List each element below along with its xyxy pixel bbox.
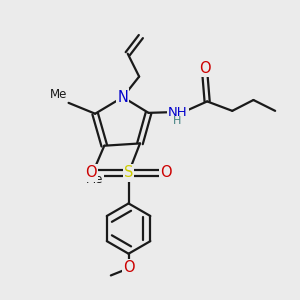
Text: H: H xyxy=(173,116,182,126)
Text: Me: Me xyxy=(85,172,103,186)
Text: S: S xyxy=(124,165,133,180)
Text: O: O xyxy=(160,165,172,180)
Text: O: O xyxy=(123,260,134,275)
Text: Me: Me xyxy=(50,88,67,100)
Text: O: O xyxy=(85,165,97,180)
Text: O: O xyxy=(199,61,211,76)
Text: NH: NH xyxy=(168,106,188,118)
Text: N: N xyxy=(117,90,128,105)
